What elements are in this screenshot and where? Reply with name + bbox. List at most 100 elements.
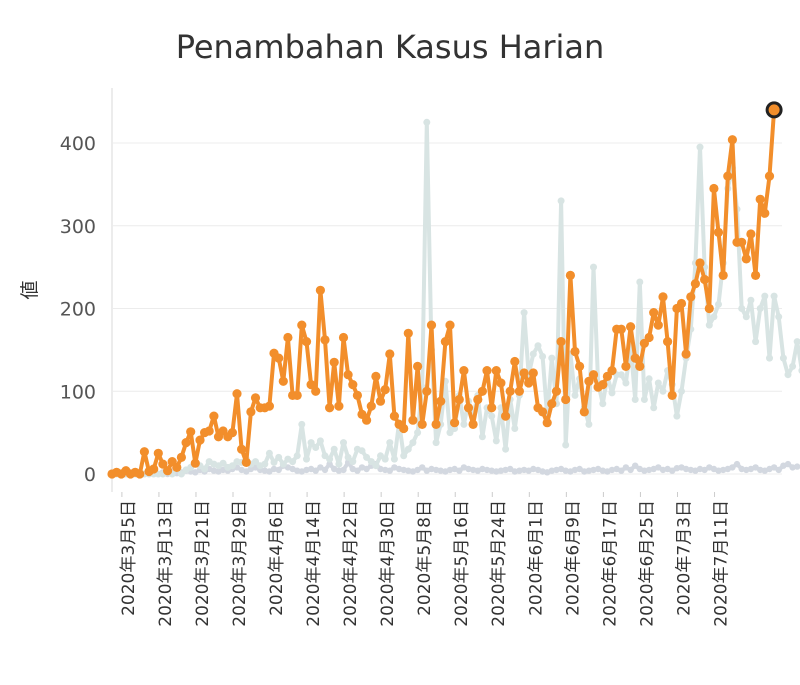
data-point [738,305,746,312]
data-point [562,441,570,449]
data-point [784,460,792,468]
data-point [585,420,593,428]
data-point [459,366,469,376]
last-point-marker[interactable] [765,101,783,119]
data-point [514,386,525,396]
data-point [431,419,441,429]
data-point [386,439,394,447]
data-point [477,386,487,396]
data-point [709,183,719,194]
x-tick-label: 2020年4月30日 [378,500,398,627]
x-tick-label: 2020年4月14日 [304,500,324,627]
data-point [278,376,288,386]
data-point [252,458,259,466]
data-point [316,437,324,445]
data-point [627,466,634,474]
data-point [538,407,548,417]
data-point [325,403,335,413]
data-point [565,270,576,280]
data-point [422,386,432,396]
data-point [279,460,287,468]
data-point [426,320,437,330]
data-point [303,455,310,463]
x-tick-label: 2020年6月1日 [526,500,546,616]
x-tick-label: 2020年7月3日 [674,500,694,616]
data-point [417,419,427,429]
data-point [463,403,474,413]
data-point [274,353,284,363]
data-point [204,426,214,436]
data-point [264,401,274,411]
x-tick-label: 2020年3月5日 [119,500,139,616]
data-point [655,464,662,471]
data-point [729,464,736,471]
data-point [375,396,386,406]
data-point [571,391,579,399]
x-tick-label: 2020年6月25日 [637,500,657,627]
data-point [163,466,173,476]
data-point [501,411,511,421]
data-point [690,279,701,289]
data-point [482,366,492,376]
data-point [228,462,236,470]
data-point [250,393,261,403]
data-point [618,467,625,474]
data-point [311,386,321,396]
data-point [511,425,519,432]
data-point [669,467,676,474]
data-point [528,368,538,378]
data-point [741,254,751,264]
data-point [436,396,446,406]
data-point [645,375,653,383]
data-point [747,296,755,304]
data-point [338,332,349,343]
data-point [195,435,205,445]
data-point [705,321,713,329]
data-point [445,320,455,330]
data-point [505,386,515,396]
data-point [542,418,552,428]
data-point [590,263,597,271]
data-point [524,378,534,388]
data-point [301,337,312,347]
data-point [321,466,329,474]
data-point [491,366,501,376]
data-point [678,387,685,395]
data-point [366,401,376,411]
data-point [576,465,583,473]
data-point [367,458,375,466]
data-point [181,438,191,448]
data-point [775,313,783,321]
data-point [326,460,333,468]
data-point [358,447,366,455]
data-point [329,357,339,367]
data-point [456,467,463,474]
data-point [510,356,520,367]
data-point [261,460,269,468]
data-point [686,292,696,302]
data-point [608,389,616,397]
data-point [335,460,343,468]
data-point [389,411,399,421]
data-point [622,464,630,471]
data-point [630,353,640,363]
data-point [153,448,163,458]
data-point [733,460,741,468]
data-point [340,466,347,474]
data-point [579,407,589,417]
data-point [381,455,389,463]
y-tick-label: 200 [60,299,96,321]
data-point [701,466,708,474]
data-point [158,459,168,469]
data-point [293,452,301,460]
data-point [548,467,555,474]
data-point [710,313,718,321]
data-point [330,445,338,453]
data-point [413,361,423,371]
x-axis-ticks: 2020年3月5日 2020年3月13日 2020年3月21日 2020年3月29日 2… [119,492,731,627]
data-point [794,463,800,470]
data-point [139,447,149,457]
data-point [135,469,145,479]
data-point [676,298,687,309]
